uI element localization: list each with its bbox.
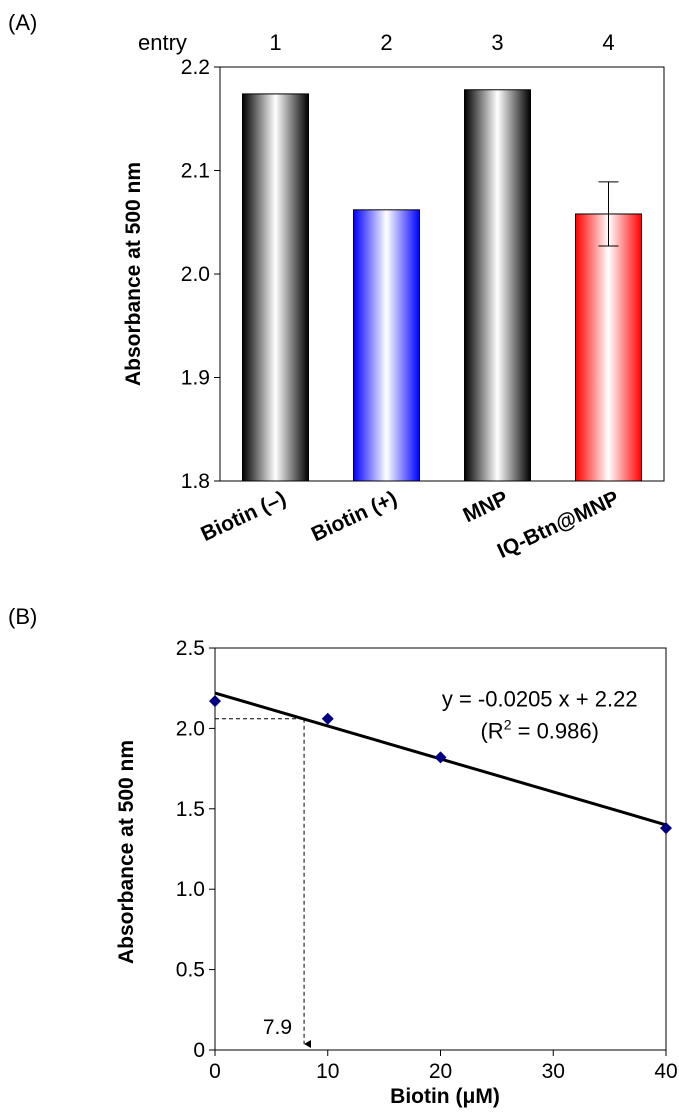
x-axis-label-b: Biotin (μM) xyxy=(390,1085,500,1108)
data-point xyxy=(321,712,334,725)
y-tick-label-b: 0 xyxy=(193,1039,205,1062)
y-tick-label-b: 2.5 xyxy=(176,637,205,660)
y-tick-label-a: 1.9 xyxy=(181,367,210,390)
entry-number: 3 xyxy=(491,30,503,55)
r-squared-label: (R2 = 0.986) xyxy=(480,716,598,743)
y-tick-label-b: 2.0 xyxy=(176,717,205,740)
bar-4 xyxy=(575,213,642,482)
y-axis-label-b: Absorbance at 500 nm xyxy=(115,740,138,964)
x-category-label: Biotin (+) xyxy=(308,487,401,547)
x-tick-label-b: 0 xyxy=(209,1060,221,1083)
entry-number: 2 xyxy=(380,30,392,55)
annotation-label: 7.9 xyxy=(263,1016,292,1039)
data-point xyxy=(209,695,221,708)
entry-number: 4 xyxy=(602,30,614,55)
entry-label: entry xyxy=(138,30,187,55)
y-tick-label-b: 1.5 xyxy=(176,798,205,821)
y-tick-label-a: 2.0 xyxy=(181,263,210,286)
y-tick-label-b: 1.0 xyxy=(176,878,205,901)
y-axis-label-a: Absorbance at 500 nm xyxy=(122,162,145,386)
bar-3 xyxy=(464,89,531,482)
x-category-label: Biotin (–) xyxy=(197,487,289,546)
fit-equation: y = -0.0205 x + 2.22 xyxy=(442,686,638,711)
bar-1 xyxy=(242,93,309,482)
panel-b-label: (B) xyxy=(8,604,37,629)
y-tick-label-a: 1.8 xyxy=(181,470,210,493)
panel-b: (B) 0 0.5 1.0 1.5 2.0 2.5 0 10 20 30 40 7.9 y = -… xyxy=(8,604,678,1108)
x-category-label: MNP xyxy=(460,487,512,528)
panel-a: (A) entry 1 2 3 4 1.8 1.9 2.0 2.1 2.2 Biotin (–… xyxy=(8,10,665,563)
x-tick-label-b: 10 xyxy=(316,1060,339,1083)
bar-2 xyxy=(353,209,420,482)
x-tick-label-b: 20 xyxy=(429,1060,452,1083)
x-tick-label-b: 40 xyxy=(654,1060,677,1083)
data-point xyxy=(434,751,447,764)
y-tick-label-b: 0.5 xyxy=(176,959,205,982)
panel-a-label: (A) xyxy=(8,10,37,35)
x-category-label: IQ-Btn@MNP xyxy=(494,487,623,563)
x-tick-label-b: 30 xyxy=(542,1060,565,1083)
y-tick-label-a: 2.2 xyxy=(181,56,210,79)
data-point xyxy=(660,822,672,835)
y-tick-label-a: 2.1 xyxy=(181,160,210,183)
entry-number: 1 xyxy=(269,30,281,55)
